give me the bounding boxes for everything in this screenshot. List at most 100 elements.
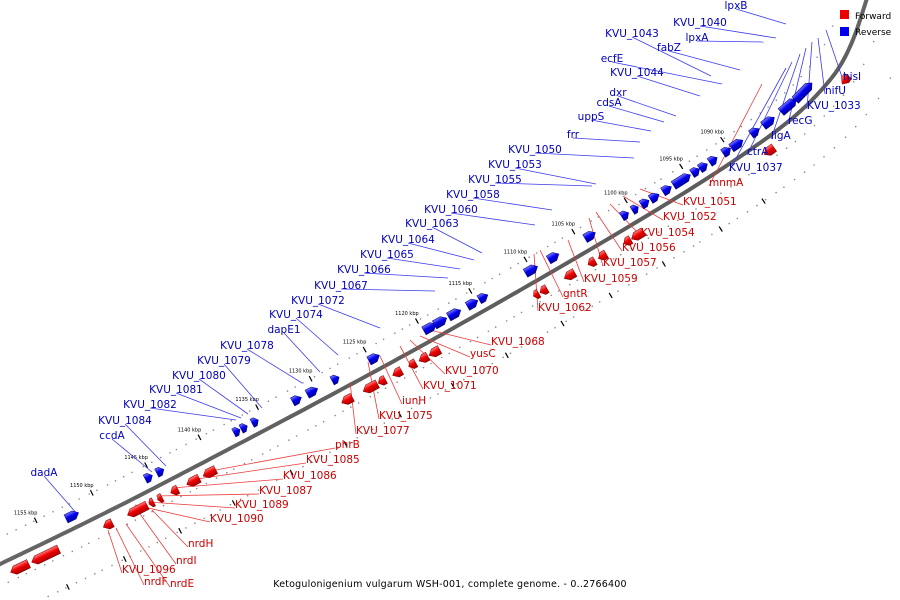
reverse-guide-dot <box>175 448 178 451</box>
forward-outer-guide-dot <box>793 178 796 181</box>
reverse-gene-arrow <box>647 192 660 204</box>
reverse-guide-dot <box>43 515 45 517</box>
forward-outer-guide-dot <box>728 222 730 225</box>
reverse-guide-dot <box>644 187 647 190</box>
forward-gene-label: KVU_1090 <box>210 513 264 525</box>
forward-outer-guide-dot <box>535 337 538 340</box>
forward-guide-dot <box>630 247 633 250</box>
forward-gene-arrow <box>148 497 156 508</box>
leader-line <box>668 50 741 71</box>
forward-guide-dot <box>171 500 173 503</box>
forward-guide-dot <box>494 326 497 328</box>
forward-guide-dot <box>377 391 379 394</box>
forward-outer-guide-dot <box>491 362 494 365</box>
leader-line <box>608 105 665 123</box>
forward-kbp-tick <box>450 382 455 389</box>
forward-guide-dot <box>17 576 20 579</box>
forward-guide-dot <box>71 550 74 553</box>
forward-guide-dot <box>342 410 344 413</box>
forward-gene-label: KVU_1070 <box>445 365 499 377</box>
forward-outer-guide-dot <box>528 341 530 344</box>
reverse-gene-arrow <box>304 386 319 399</box>
forward-outer-guide-dot <box>502 356 505 359</box>
forward-guide-dot <box>748 174 750 176</box>
forward-guide-dot <box>677 219 679 222</box>
forward-outer-guide-dot <box>65 587 67 589</box>
forward-gene-label: nrdF <box>144 576 168 588</box>
forward-guide-dot <box>25 572 28 575</box>
reverse-guide-dot <box>455 298 457 300</box>
forward-outer-guide-dot <box>699 241 701 243</box>
kbp-tick <box>720 136 725 143</box>
reverse-gene-label: KVU_1058 <box>446 189 500 201</box>
forward-guide-dot <box>469 340 472 343</box>
genome-caption: Ketogulonigenium vulgarum WSH-001, compl… <box>273 579 627 590</box>
kbp-tick-label: 1105 kbp <box>552 222 576 228</box>
forward-gene-label: KVU_1096 <box>122 564 176 576</box>
forward-gene-label: phrB <box>335 439 360 451</box>
reverse-gene-label: KVU_1055 <box>468 174 522 186</box>
forward-guide-dot <box>550 294 552 297</box>
leader-line <box>363 272 449 279</box>
reverse-guide-dot <box>106 484 109 486</box>
leader-line <box>419 335 471 358</box>
forward-outer-guide-dot <box>783 186 785 188</box>
leader-line <box>379 355 403 405</box>
reverse-guide-dot <box>302 382 304 384</box>
forward-guide-dot <box>97 537 100 540</box>
leader-line <box>494 182 593 187</box>
forward-gene-arrow <box>170 484 181 496</box>
forward-dotted-guide <box>7 40 875 584</box>
leader-line <box>728 67 787 172</box>
reverse-gene-arrow <box>63 510 79 524</box>
reverse-legend-label: Reverse <box>855 28 892 38</box>
reverse-gene-arrow <box>464 298 479 311</box>
leader-line <box>295 317 339 356</box>
forward-guide-dot <box>307 429 309 431</box>
forward-guide-dot <box>295 435 298 437</box>
forward-outer-guide-dot <box>628 284 630 286</box>
forward-guide-dot <box>315 425 317 427</box>
reverse-guide-dot <box>230 419 233 422</box>
kbp-tick-label: 1145 kbp <box>124 455 148 461</box>
forward-gene-label: KVU_1068 <box>491 336 545 348</box>
forward-guide-dot <box>357 402 360 404</box>
forward-gene-arrow <box>408 358 419 369</box>
forward-outer-guide-dot <box>865 113 868 116</box>
reverse-guide-dot <box>122 475 125 478</box>
leader-line <box>407 242 475 261</box>
reverse-gene-label: KVU_1078 <box>220 340 274 352</box>
reverse-guide-dot <box>241 414 244 416</box>
reverse-guide-dot <box>448 302 450 304</box>
reverse-guide-dot <box>15 528 17 531</box>
forward-outer-guide-dot <box>229 503 232 506</box>
leader-line <box>770 53 801 140</box>
forward-gene-arrow <box>623 235 634 246</box>
leader-line <box>746 61 793 156</box>
leader-line <box>349 381 357 435</box>
forward-gene-arrow <box>763 143 777 156</box>
leader-line <box>611 61 723 85</box>
forward-outer-guide-dot <box>203 517 205 520</box>
forward-outer-guide-dot <box>372 428 374 431</box>
forward-outer-guide-dot <box>257 489 260 491</box>
forward-guide-dot <box>776 154 778 156</box>
reverse-gene-arrow <box>329 374 340 386</box>
forward-outer-guide-dot <box>56 591 59 593</box>
forward-outer-guide-dot <box>711 233 713 236</box>
reverse-guide-dot <box>546 245 549 248</box>
reverse-gene-label: recG <box>788 115 812 127</box>
forward-guide-dot <box>459 346 461 349</box>
reverse-guide-dot <box>800 75 802 78</box>
reverse-gene-label: KVU_1065 <box>360 249 414 261</box>
reverse-gene-arrow <box>366 353 380 366</box>
forward-outer-guide-dot <box>473 372 476 375</box>
forward-outer-guide-dot <box>275 479 278 482</box>
leader-line <box>340 288 436 292</box>
reverse-guide-dot <box>750 118 753 121</box>
forward-guide-dot <box>619 253 622 256</box>
reverse-gene-label: cdsA <box>596 97 622 109</box>
forward-guide-dot <box>583 275 586 277</box>
forward-outer-guide-dot <box>591 305 594 308</box>
